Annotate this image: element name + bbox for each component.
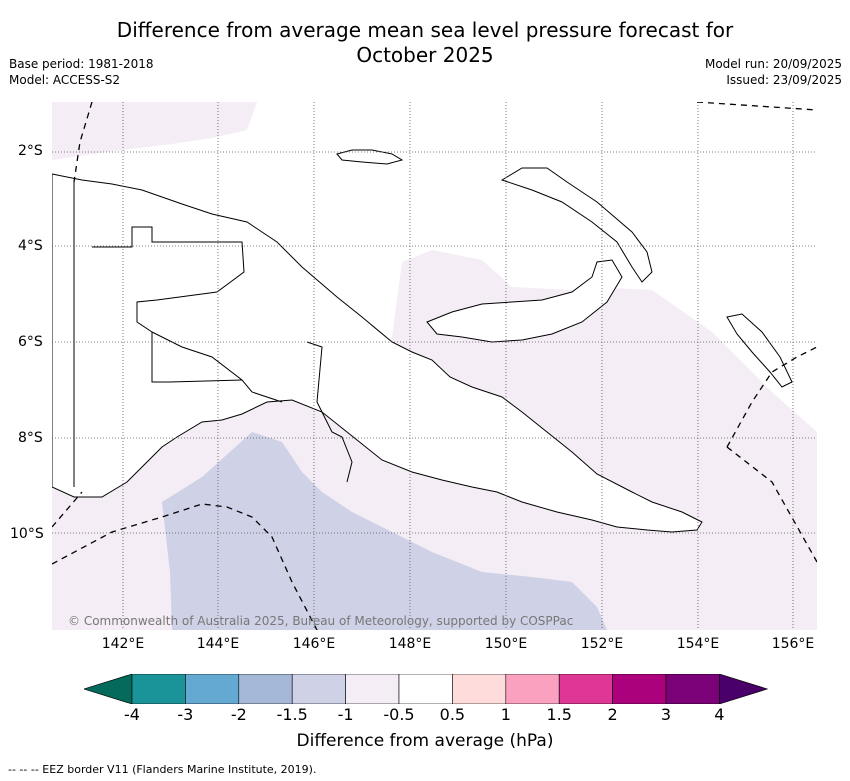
new-britain — [426, 259, 623, 343]
manus-island — [336, 149, 404, 165]
new-guinea-mainland — [52, 173, 703, 533]
colorbar-segment — [505, 674, 560, 704]
colorbar-tick-label: -3 — [177, 705, 194, 724]
meta-right: Model run: 20/09/2025 Issued: 23/09/2025 — [705, 56, 842, 88]
colorbar-tick-label: 2 — [607, 705, 618, 724]
graticule — [52, 102, 817, 630]
meta-left: Base period: 1981-2018 Model: ACCESS-S2 — [9, 56, 154, 88]
model-name: Model: ACCESS-S2 — [9, 73, 121, 87]
colorbar-tick-label: -4 — [124, 705, 140, 724]
colorbar-tick-label: 4 — [714, 705, 725, 724]
lat-label-2s: 2°S — [18, 143, 43, 159]
lat-label-8s: 8°S — [18, 430, 43, 446]
colorbar-segment — [291, 674, 346, 704]
colorbar-segment — [345, 674, 400, 704]
province-borders — [73, 182, 353, 487]
lat-label-6s: 6°S — [18, 334, 43, 350]
colorbar-tick-label: -1.5 — [276, 705, 308, 724]
eez-borders — [52, 102, 817, 630]
bougainville — [726, 313, 793, 388]
colorbar-title: Difference from average (hPa) — [296, 731, 554, 751]
lon-label-150e: 150°E — [484, 636, 528, 652]
lon-label-144e: 144°E — [196, 636, 240, 652]
lon-label-142e: 142°E — [101, 636, 145, 652]
landmasses — [52, 149, 793, 533]
lat-label-4s: 4°S — [18, 238, 43, 254]
colorbar — [84, 674, 768, 704]
colorbar-segment — [398, 674, 453, 704]
colorbar-segment — [238, 674, 293, 704]
lat-label-10s: 10°S — [10, 526, 44, 542]
colorbar-tick-label: 1.5 — [546, 705, 572, 724]
issued-date: Issued: 23/09/2025 — [726, 73, 842, 87]
colorbar-segment — [558, 674, 613, 704]
colorbar-tick-label: -1 — [337, 705, 354, 724]
eez-footnote: -- -- -- EEZ border V11 (Flanders Marine… — [8, 763, 317, 776]
lon-label-146e: 146°E — [292, 636, 336, 652]
colorbar-tick-label: 0.5 — [439, 705, 466, 724]
lon-label-152e: 152°E — [580, 636, 624, 652]
lon-label-154e: 154°E — [676, 636, 720, 652]
colorbar-segment — [131, 674, 186, 704]
colorbar-segment — [612, 674, 667, 704]
map-title-line1: Difference from average mean sea level p… — [116, 18, 734, 42]
colorbar-segment — [185, 674, 240, 704]
map-title-line2: October 2025 — [356, 43, 494, 67]
colorbar-tick-label: -0.5 — [383, 705, 415, 724]
anomaly-region-dark — [162, 432, 607, 630]
lon-label-148e: 148°E — [388, 636, 432, 652]
colorbar-segment — [452, 674, 507, 704]
new-ireland — [500, 167, 653, 283]
colorbar-segment — [665, 674, 720, 704]
colorbar-min-extension — [84, 674, 133, 704]
colorbar-tick-label: 1 — [500, 705, 511, 724]
map-title: Difference from average mean sea level p… — [0, 18, 850, 68]
base-period: Base period: 1981-2018 — [9, 57, 154, 71]
pressure-anomaly-map[interactable] — [52, 102, 817, 630]
colorbar-tick-label: -2 — [230, 705, 247, 724]
copyright-notice: © Commonwealth of Australia 2025, Bureau… — [68, 614, 574, 628]
model-run: Model run: 20/09/2025 — [704, 57, 842, 71]
colorbar-tick-label: 3 — [660, 705, 672, 724]
colorbar-max-extension — [719, 674, 768, 704]
colorbar-segments — [84, 674, 768, 704]
lon-label-156e: 156°E — [771, 636, 815, 652]
